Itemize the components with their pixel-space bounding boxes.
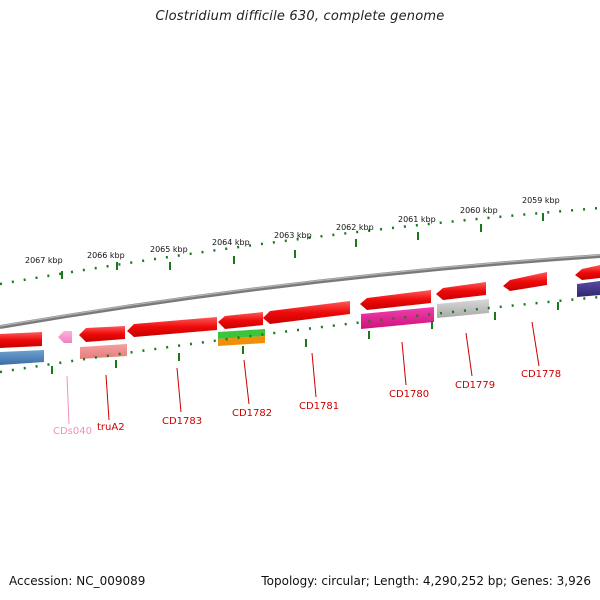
kbp-label-2065: 2065 kbp (150, 245, 188, 254)
kbp-label-2061: 2061 kbp (398, 215, 436, 224)
kbp-label-2063: 2063 kbp (274, 231, 312, 240)
cds-arrow-cd1781 (263, 301, 350, 324)
feature-bar-navy (577, 281, 600, 297)
forward-strand-features (0, 265, 600, 348)
outer-major-ticks (61, 213, 544, 279)
cds-arrow-edge (575, 265, 600, 280)
feature-bar-grey (437, 299, 489, 318)
secondary-features (0, 281, 600, 365)
genome-backbone (0, 254, 600, 329)
cds-arrow-cd1779 (436, 282, 486, 300)
cds-arrow-cd1783 (127, 317, 217, 337)
gene-label-cd1783: CD1783 (162, 416, 202, 427)
kbp-labels: 2067 kbp 2066 kbp 2065 kbp 2064 kbp 2063… (25, 196, 560, 265)
outer-tick-ring (0, 206, 600, 286)
kbp-label-2060: 2060 kbp (460, 206, 498, 215)
gene-label-cd1778: CD1778 (521, 369, 561, 380)
feature-bar-orange (218, 336, 265, 346)
genome-summary-text: Topology: circular; Length: 4,290,252 bp… (261, 574, 591, 588)
kbp-label-2062: 2062 kbp (336, 223, 374, 232)
cds-arrow-cd1780 (360, 290, 431, 310)
inner-major-ticks (51, 302, 559, 374)
feature-bar-salmon (80, 344, 127, 359)
map-title: Clostridium difficile 630, complete geno… (155, 9, 445, 24)
feature-bar-magenta (361, 307, 434, 329)
gene-labels: CDs040 truA2 CD1783 CD1782 CD1781 CD1780… (53, 369, 561, 437)
gene-label-cd1780: CD1780 (389, 389, 429, 400)
cds-arrow-trua2 (79, 326, 125, 342)
kbp-label-2059: 2059 kbp (522, 196, 560, 205)
gene-label-cd1781: CD1781 (299, 401, 339, 412)
label-leaders (66, 321, 540, 425)
kbp-label-2066: 2066 kbp (87, 251, 125, 260)
kbp-label-2064: 2064 kbp (212, 238, 250, 247)
gene-label-cd1782: CD1782 (232, 408, 272, 419)
gene-label-trua2: truA2 (97, 422, 125, 433)
accession-text: Accession: NC_009089 (9, 574, 146, 588)
cds-arrow-cds040 (58, 331, 72, 343)
gene-label-cds040: CDs040 (53, 426, 92, 437)
inner-tick-ring (0, 295, 600, 374)
cds-arrow-cd1778 (503, 272, 547, 291)
feature-bar-blue (0, 350, 44, 365)
kbp-label-2067: 2067 kbp (25, 256, 63, 265)
gene-label-cd1779: CD1779 (455, 380, 495, 391)
cds-arrow (0, 332, 42, 348)
cds-arrow-cd1782 (218, 312, 263, 329)
feature-bar-green (218, 329, 265, 339)
